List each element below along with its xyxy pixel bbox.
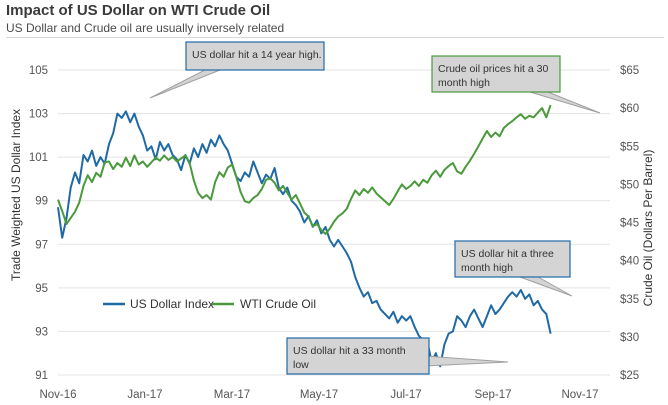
callout-pointer (149, 69, 221, 99)
chart-subtitle: US Dollar and Crude oil are usually inve… (6, 21, 285, 35)
y-right-tick-label: $50 (620, 179, 639, 191)
y-left-ticks: 91 93 95 97 99 101 103 105 (29, 65, 48, 382)
wti-crude-oil-line (57, 104, 552, 235)
callout-pointer (424, 355, 509, 367)
callout-text: low (293, 359, 309, 371)
x-ticks: Nov-16 Jan-17 Mar-17 May-17 Jul-17 Sep-17 Nov-… (39, 389, 598, 401)
y-left-axis-label: Trade Weighted US Dollar Index (9, 109, 23, 281)
callout-box (431, 55, 561, 93)
us-dollar-index-line (57, 110, 552, 368)
y-right-tick-label: $65 (620, 65, 639, 77)
callout-a1: US dollar hit a 14 year high. (149, 41, 325, 99)
callout-box (185, 41, 325, 71)
x-tick-label: Sep-17 (474, 389, 511, 401)
x-tick-label: Nov-17 (561, 389, 598, 401)
callout-text: US dollar hit a 14 year high. (192, 49, 322, 61)
y-right-tick-label: $55 (620, 141, 639, 153)
legend-label: WTI Crude Oil (240, 297, 316, 311)
callout-a3: US dollar hit a three month high (454, 240, 573, 297)
callout-box (286, 337, 430, 375)
callout-text: US dollar hit a 33 month (293, 345, 406, 357)
y-right-tick-label: $25 (620, 370, 639, 382)
callout-box (454, 240, 571, 278)
callout-text: month high (438, 77, 490, 89)
y-right-tick-label: $35 (620, 294, 639, 306)
callout-a2: Crude oil prices hit a 30 month high (431, 55, 601, 114)
y-right-tick-label: $30 (620, 332, 639, 344)
title-divider (6, 37, 664, 38)
y-right-axis-label: Crude Oil (Dollars Per Barrel) (641, 150, 655, 307)
chart-title: Impact of US Dollar on WTI Crude Oil (6, 2, 271, 19)
y-left-tick-label: 91 (35, 370, 48, 382)
x-tick-label: Jan-17 (127, 389, 162, 401)
callout-pointer (519, 276, 573, 297)
callout-a4: US dollar hit a 33 month low (286, 337, 509, 375)
y-right-tick-label: $60 (620, 103, 639, 115)
y-right-tick-label: $40 (620, 256, 639, 268)
callout-text: month high (461, 262, 513, 274)
x-tick-label: Jul-17 (390, 389, 421, 401)
y-left-tick-label: 93 (35, 326, 48, 338)
callout-text: US dollar hit a three (461, 248, 554, 260)
legend: US Dollar Index WTI Crude Oil (103, 297, 316, 311)
legend-label: US Dollar Index (130, 297, 214, 311)
annotations: US dollar hit a 14 year high. Crude oil p… (149, 41, 601, 375)
x-tick-label: Nov-16 (39, 389, 76, 401)
y-left-tick-label: 95 (35, 283, 48, 295)
callout-text: Crude oil prices hit a 30 (438, 63, 548, 75)
series-lines (57, 104, 552, 368)
y-right-tick-label: $45 (620, 218, 639, 230)
y-left-tick-label: 103 (29, 109, 48, 121)
y-left-tick-label: 101 (29, 152, 48, 164)
y-left-tick-label: 99 (35, 196, 48, 208)
y-left-tick-label: 97 (35, 239, 48, 251)
y-right-ticks: $25 $30 $35 $40 $45 $50 $55 $60 $65 (620, 65, 639, 382)
x-tick-label: May-17 (300, 389, 338, 401)
x-tick-label: Mar-17 (214, 389, 250, 401)
gridlines (58, 69, 610, 376)
y-left-tick-label: 105 (29, 65, 48, 77)
